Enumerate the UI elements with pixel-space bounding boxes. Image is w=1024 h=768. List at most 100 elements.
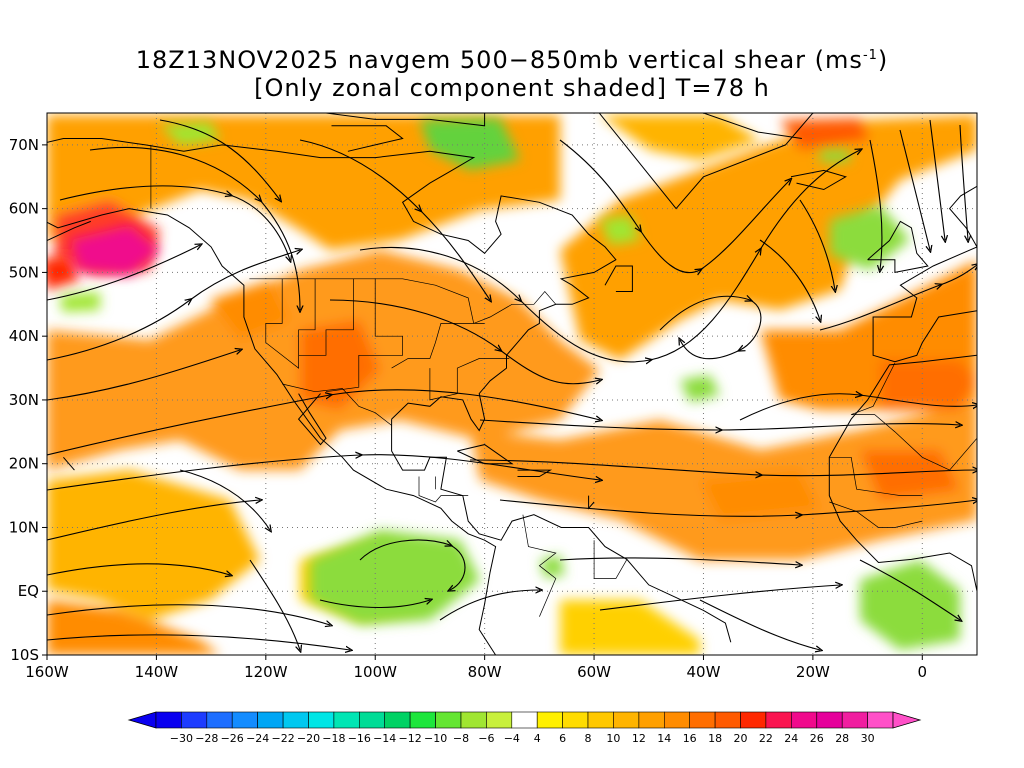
colorbar-swatch: [155, 711, 182, 729]
map-title-line1: 18Z13NOV2025 navgem 500−850mb vertical s…: [135, 46, 889, 74]
colorbar-label: −12: [398, 732, 421, 745]
lat-tick-label: 10N: [9, 518, 39, 536]
political-border: [522, 514, 557, 617]
streamline: [929, 119, 945, 240]
colorbar-swatch: [435, 711, 462, 729]
streamlines: [47, 119, 977, 650]
colorbar-swatch: [511, 711, 538, 729]
streamline: [319, 600, 430, 608]
colorbar-label: 4: [534, 732, 541, 745]
colorbar-swatch: [460, 711, 487, 729]
colorbar-swatch: [282, 711, 309, 729]
lat-tick-label: 10S: [10, 646, 39, 664]
lon-tick-label: 120W: [244, 663, 288, 681]
colorbar-swatch: [333, 711, 360, 729]
shading-layer: [47, 113, 977, 655]
streamline: [299, 139, 490, 300]
colorbar-swatch: [740, 711, 767, 729]
colorbar-label: −24: [246, 732, 269, 745]
colorbar-label: −8: [453, 732, 469, 745]
streamline: [359, 539, 466, 590]
longitude-ticks: 160W 140W 120W 100W 80W 60W 40W 20W 0: [25, 655, 927, 681]
colorbar-label: 24: [784, 732, 798, 745]
streamline: [859, 559, 960, 620]
lat-tick-label: 40N: [9, 327, 39, 345]
streamline: [89, 146, 300, 310]
coastline: [331, 125, 404, 152]
coastline: [47, 220, 91, 242]
streamline: [659, 296, 762, 360]
streamline: [47, 500, 260, 541]
lon-tick-label: 140W: [135, 663, 179, 681]
colorbar-swatch: [663, 711, 690, 729]
colorbar-label: 18: [708, 732, 722, 745]
streamline: [439, 590, 540, 621]
political-border: [325, 278, 403, 393]
colorbar-label: −18: [322, 732, 345, 745]
streamline: [819, 265, 977, 331]
streamline: [479, 419, 960, 430]
colorbar-label: −6: [478, 732, 494, 745]
colorbar-swatch: [308, 711, 335, 729]
colorbar-label: 8: [585, 732, 592, 745]
streamline: [179, 469, 270, 530]
streamline: [469, 459, 977, 476]
colorbar-label: 12: [632, 732, 646, 745]
colorbar-label: −4: [504, 732, 520, 745]
lon-tick-label: 80W: [468, 663, 502, 681]
colorbar-right-arrow: [892, 711, 922, 729]
streamline: [869, 139, 882, 270]
streamline: [47, 563, 230, 575]
colorbar-left-arrow: [127, 711, 157, 729]
streamline: [47, 604, 330, 625]
colorbar-label: 14: [657, 732, 671, 745]
lat-tick-label: EQ: [18, 582, 39, 600]
colorbar-swatch: [486, 711, 513, 729]
streamline: [799, 199, 835, 290]
colorbar-label: −14: [373, 732, 396, 745]
colorbar-label: 10: [606, 732, 620, 745]
colorbar-swatch: [816, 711, 843, 729]
colorbar-swatch: [841, 711, 868, 729]
colorbar-label: 30: [861, 732, 875, 745]
streamline: [759, 239, 820, 320]
colorbar-swatch: [257, 711, 284, 729]
colorbar-label: −26: [221, 732, 244, 745]
streamline: [499, 500, 977, 516]
coastline: [63, 456, 75, 471]
colorbar-swatch: [231, 711, 258, 729]
lon-tick-label: 60W: [577, 663, 611, 681]
lon-tick-label: 0: [918, 663, 928, 681]
lon-tick-label: 100W: [354, 663, 398, 681]
streamline: [739, 394, 977, 421]
colorbar-swatch: [409, 711, 436, 729]
colorbar-swatch: [536, 711, 563, 729]
colorbar-swatch: [790, 711, 817, 729]
streamline: [47, 455, 600, 491]
streamline: [47, 389, 600, 456]
lat-tick-label: 60N: [9, 200, 39, 218]
political-border: [593, 540, 628, 579]
coastline: [47, 208, 497, 655]
colorbar-label: 28: [835, 732, 849, 745]
streamline: [47, 245, 200, 301]
colorbar-label: −22: [271, 732, 294, 745]
streamline: [959, 124, 968, 240]
coastline: [948, 185, 977, 248]
streamline: [159, 119, 280, 200]
colorbar-label: −10: [424, 732, 447, 745]
streamline: [559, 139, 790, 273]
streamline: [47, 634, 350, 650]
colorbar-label: −16: [348, 732, 371, 745]
map-title-line2: [Only zonal component shaded] T=78 h: [254, 74, 770, 102]
colorbar-label: 22: [759, 732, 773, 745]
colorbar-label: −20: [297, 732, 320, 745]
colorbar-swatch: [714, 711, 741, 729]
lat-tick-label: 20N: [9, 455, 39, 473]
streamline: [249, 559, 300, 650]
political-border: [265, 278, 316, 369]
colorbar-label: 16: [683, 732, 697, 745]
colorbar-label: −30: [170, 732, 193, 745]
colorbar-swatch: [765, 711, 792, 729]
